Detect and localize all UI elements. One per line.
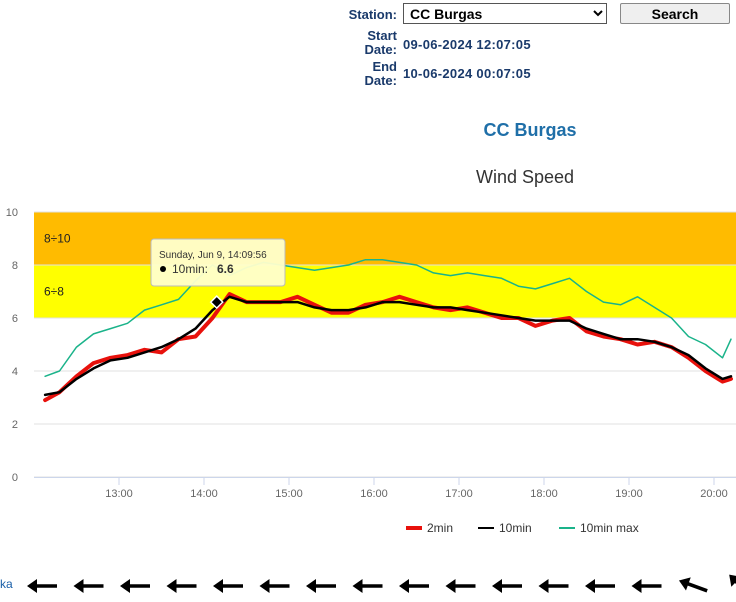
- wind-direction-arrow-icon-0: [27, 579, 57, 593]
- wind-direction-row: [27, 574, 736, 598]
- series-line-10min: [43, 295, 733, 397]
- arrow-shape-6: [306, 579, 336, 593]
- wind-direction-arrow-icon-15: [729, 574, 736, 598]
- arrow-shape-3: [166, 579, 197, 593]
- series-line-10min-max: [44, 258, 732, 378]
- search-button[interactable]: Search: [620, 3, 730, 24]
- arrow-shape-8: [399, 579, 429, 593]
- station-select[interactable]: CC Burgas: [403, 3, 607, 24]
- tooltip-series-label: 10min:: [172, 262, 208, 276]
- partial-link-text[interactable]: ka: [0, 577, 13, 591]
- y-tick-label-0: 0: [12, 472, 18, 484]
- arrow-shape-0: [27, 579, 57, 593]
- x-tick-label-6: 19:00: [615, 488, 643, 500]
- start-date-label-line2: Date:: [364, 42, 397, 57]
- end-date-label-line2: Date:: [364, 73, 397, 88]
- arrow-shape-12: [585, 579, 615, 593]
- wind-direction-arrow-icon-12: [585, 579, 615, 593]
- arrow-shape-4: [213, 579, 243, 593]
- legend-label-10min-max[interactable]: 10min max: [580, 521, 639, 535]
- start-date-label: Start Date:: [340, 29, 397, 57]
- start-date-value: 09-06-2024 12:07:05: [403, 37, 531, 52]
- x-tick-label-4: 17:00: [445, 488, 473, 500]
- arrow-shape-1: [73, 579, 104, 593]
- x-tick-label-7: 20:00: [700, 488, 728, 500]
- wind-direction-arrow-icon-3: [166, 579, 197, 593]
- y-tick-label-5: 10: [6, 207, 18, 219]
- x-tick-label-2: 15:00: [275, 488, 303, 500]
- arrow-shape-15: [729, 574, 736, 598]
- tooltip-series-dot: [160, 266, 166, 272]
- band-1: [34, 265, 736, 318]
- y-tick-label-3: 6: [12, 313, 18, 325]
- x-tick-label-5: 18:00: [530, 488, 558, 500]
- band-label-0: 8÷10: [44, 232, 71, 246]
- y-tick-label-4: 8: [12, 260, 18, 272]
- arrow-shape-2: [120, 579, 150, 593]
- wind-direction-arrow-icon-9: [445, 579, 476, 593]
- arrow-shape-10: [492, 579, 522, 593]
- wind-direction-arrow-icon-8: [399, 579, 429, 593]
- wind-direction-arrow-icon-13: [631, 579, 662, 593]
- arrow-shape-7: [352, 579, 383, 593]
- station-label: Station:: [348, 7, 397, 22]
- wind-direction-arrow-icon-11: [538, 579, 569, 593]
- x-tick-label-1: 14:00: [190, 488, 218, 500]
- legend-label-10min[interactable]: 10min: [499, 521, 532, 535]
- wind-direction-arrow-icon-5: [259, 579, 290, 593]
- chart-title: CC Burgas: [483, 120, 576, 140]
- y-tick-label-2: 4: [12, 366, 18, 378]
- band-0: [34, 212, 736, 265]
- tooltip-value: 6.6: [217, 262, 234, 276]
- wind-direction-arrow-icon-6: [306, 579, 336, 593]
- wind-direction-arrow-icon-14: [678, 577, 708, 593]
- wind-speed-chart[interactable]: CC Burgas Wind Speed 8÷10 6÷8 13:00 14:00 1…: [0, 100, 736, 560]
- wind-direction-arrow-icon-1: [73, 579, 104, 593]
- y-tick-label-1: 2: [12, 419, 18, 431]
- legend-label-2min[interactable]: 2min: [427, 521, 453, 535]
- tooltip-box: [150, 238, 286, 287]
- wind-direction-arrow-icon-10: [492, 579, 522, 593]
- chart-subtitle: Wind Speed: [476, 167, 574, 187]
- tooltip-time: Sunday, Jun 9, 14:09:56: [159, 250, 267, 261]
- end-date-label-line1: End: [372, 59, 397, 74]
- x-tick-label-3: 16:00: [360, 488, 388, 500]
- arrow-shape-9: [445, 579, 476, 593]
- arrow-shape-5: [259, 579, 290, 593]
- start-date-label-line1: Start: [367, 28, 397, 43]
- band-label-1: 6÷8: [44, 285, 64, 299]
- wind-direction-arrow-icon-4: [213, 579, 243, 593]
- wind-direction-arrow-icon-2: [120, 579, 150, 593]
- x-tick-label-0: 13:00: [105, 488, 133, 500]
- arrow-shape-14: [678, 577, 708, 593]
- end-date-value: 10-06-2024 00:07:05: [403, 66, 531, 81]
- tooltip-marker: [209, 295, 224, 310]
- wind-direction-arrow-icon-7: [352, 579, 383, 593]
- end-date-label: End Date:: [340, 60, 397, 88]
- arrow-shape-11: [538, 579, 569, 593]
- arrow-shape-13: [631, 579, 662, 593]
